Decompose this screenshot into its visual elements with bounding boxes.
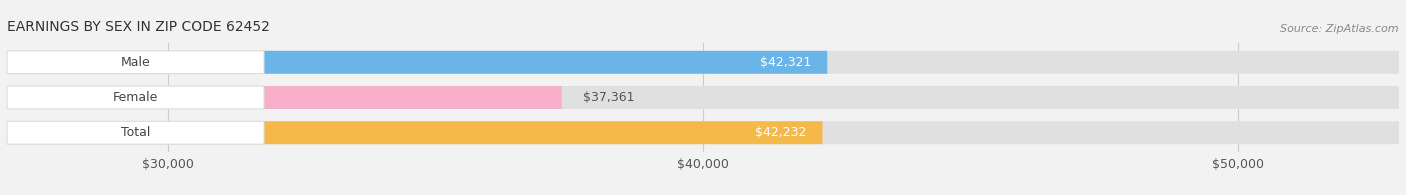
FancyBboxPatch shape [7, 51, 827, 74]
FancyBboxPatch shape [7, 51, 1399, 74]
FancyBboxPatch shape [7, 86, 1399, 109]
Text: $42,321: $42,321 [759, 56, 811, 69]
FancyBboxPatch shape [7, 86, 264, 109]
FancyBboxPatch shape [7, 121, 264, 144]
FancyBboxPatch shape [7, 86, 562, 109]
Text: Female: Female [112, 91, 159, 104]
FancyBboxPatch shape [7, 121, 823, 144]
Text: Male: Male [121, 56, 150, 69]
FancyBboxPatch shape [7, 121, 1399, 144]
Text: Source: ZipAtlas.com: Source: ZipAtlas.com [1281, 24, 1399, 34]
Text: EARNINGS BY SEX IN ZIP CODE 62452: EARNINGS BY SEX IN ZIP CODE 62452 [7, 20, 270, 34]
Text: Total: Total [121, 126, 150, 139]
Text: $42,232: $42,232 [755, 126, 807, 139]
FancyBboxPatch shape [7, 51, 264, 74]
Text: $37,361: $37,361 [583, 91, 634, 104]
